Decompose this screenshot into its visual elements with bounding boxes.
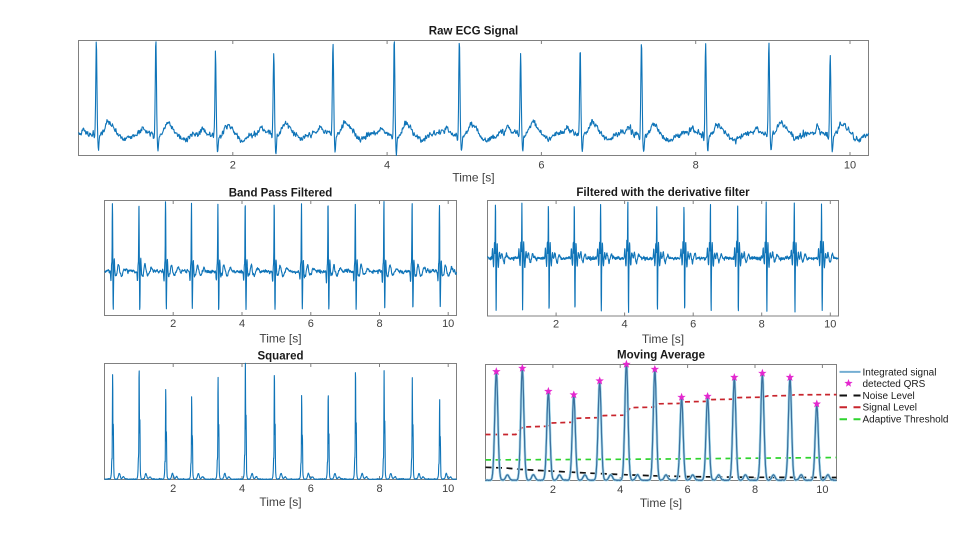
- svg-text:Time [s]: Time [s]: [640, 496, 682, 510]
- svg-text:6: 6: [685, 484, 691, 496]
- svg-text:Noise Level: Noise Level: [863, 391, 915, 402]
- svg-text:Filtered with the derivative f: Filtered with the derivative filter: [576, 187, 750, 199]
- svg-text:4: 4: [617, 484, 623, 496]
- svg-text:8: 8: [693, 160, 699, 172]
- svg-text:Time [s]: Time [s]: [259, 331, 301, 345]
- svg-text:Time [s]: Time [s]: [642, 332, 684, 346]
- svg-text:6: 6: [308, 318, 314, 330]
- svg-text:2: 2: [170, 318, 176, 330]
- svg-text:6: 6: [308, 483, 314, 495]
- svg-text:6: 6: [538, 160, 544, 172]
- svg-text:10: 10: [816, 484, 828, 496]
- svg-text:Squared: Squared: [257, 350, 303, 362]
- svg-text:Time [s]: Time [s]: [452, 171, 494, 185]
- svg-text:10: 10: [442, 483, 454, 495]
- svg-text:2: 2: [170, 483, 176, 495]
- svg-text:2: 2: [553, 318, 559, 330]
- svg-text:6: 6: [690, 318, 696, 330]
- svg-text:2: 2: [550, 484, 556, 496]
- svg-text:10: 10: [824, 318, 836, 330]
- svg-text:4: 4: [622, 318, 628, 330]
- svg-text:10: 10: [442, 318, 454, 330]
- svg-text:Integrated signal: Integrated signal: [863, 367, 937, 378]
- svg-text:10: 10: [844, 160, 856, 172]
- svg-text:4: 4: [239, 483, 245, 495]
- svg-text:Adaptive Threshold: Adaptive Threshold: [863, 415, 949, 426]
- svg-text:4: 4: [239, 318, 245, 330]
- svg-text:8: 8: [376, 318, 382, 330]
- svg-text:8: 8: [376, 483, 382, 495]
- svg-text:detected QRS: detected QRS: [863, 379, 926, 390]
- svg-text:8: 8: [752, 484, 758, 496]
- svg-text:8: 8: [759, 318, 765, 330]
- svg-text:Time [s]: Time [s]: [259, 495, 301, 509]
- svg-text:Band Pass Filtered: Band Pass Filtered: [229, 188, 333, 200]
- svg-text:Moving Average: Moving Average: [617, 350, 705, 362]
- svg-text:Signal Level: Signal Level: [863, 403, 917, 414]
- svg-text:Raw ECG Signal: Raw ECG Signal: [429, 26, 518, 38]
- svg-text:4: 4: [384, 160, 390, 172]
- svg-text:2: 2: [230, 160, 236, 172]
